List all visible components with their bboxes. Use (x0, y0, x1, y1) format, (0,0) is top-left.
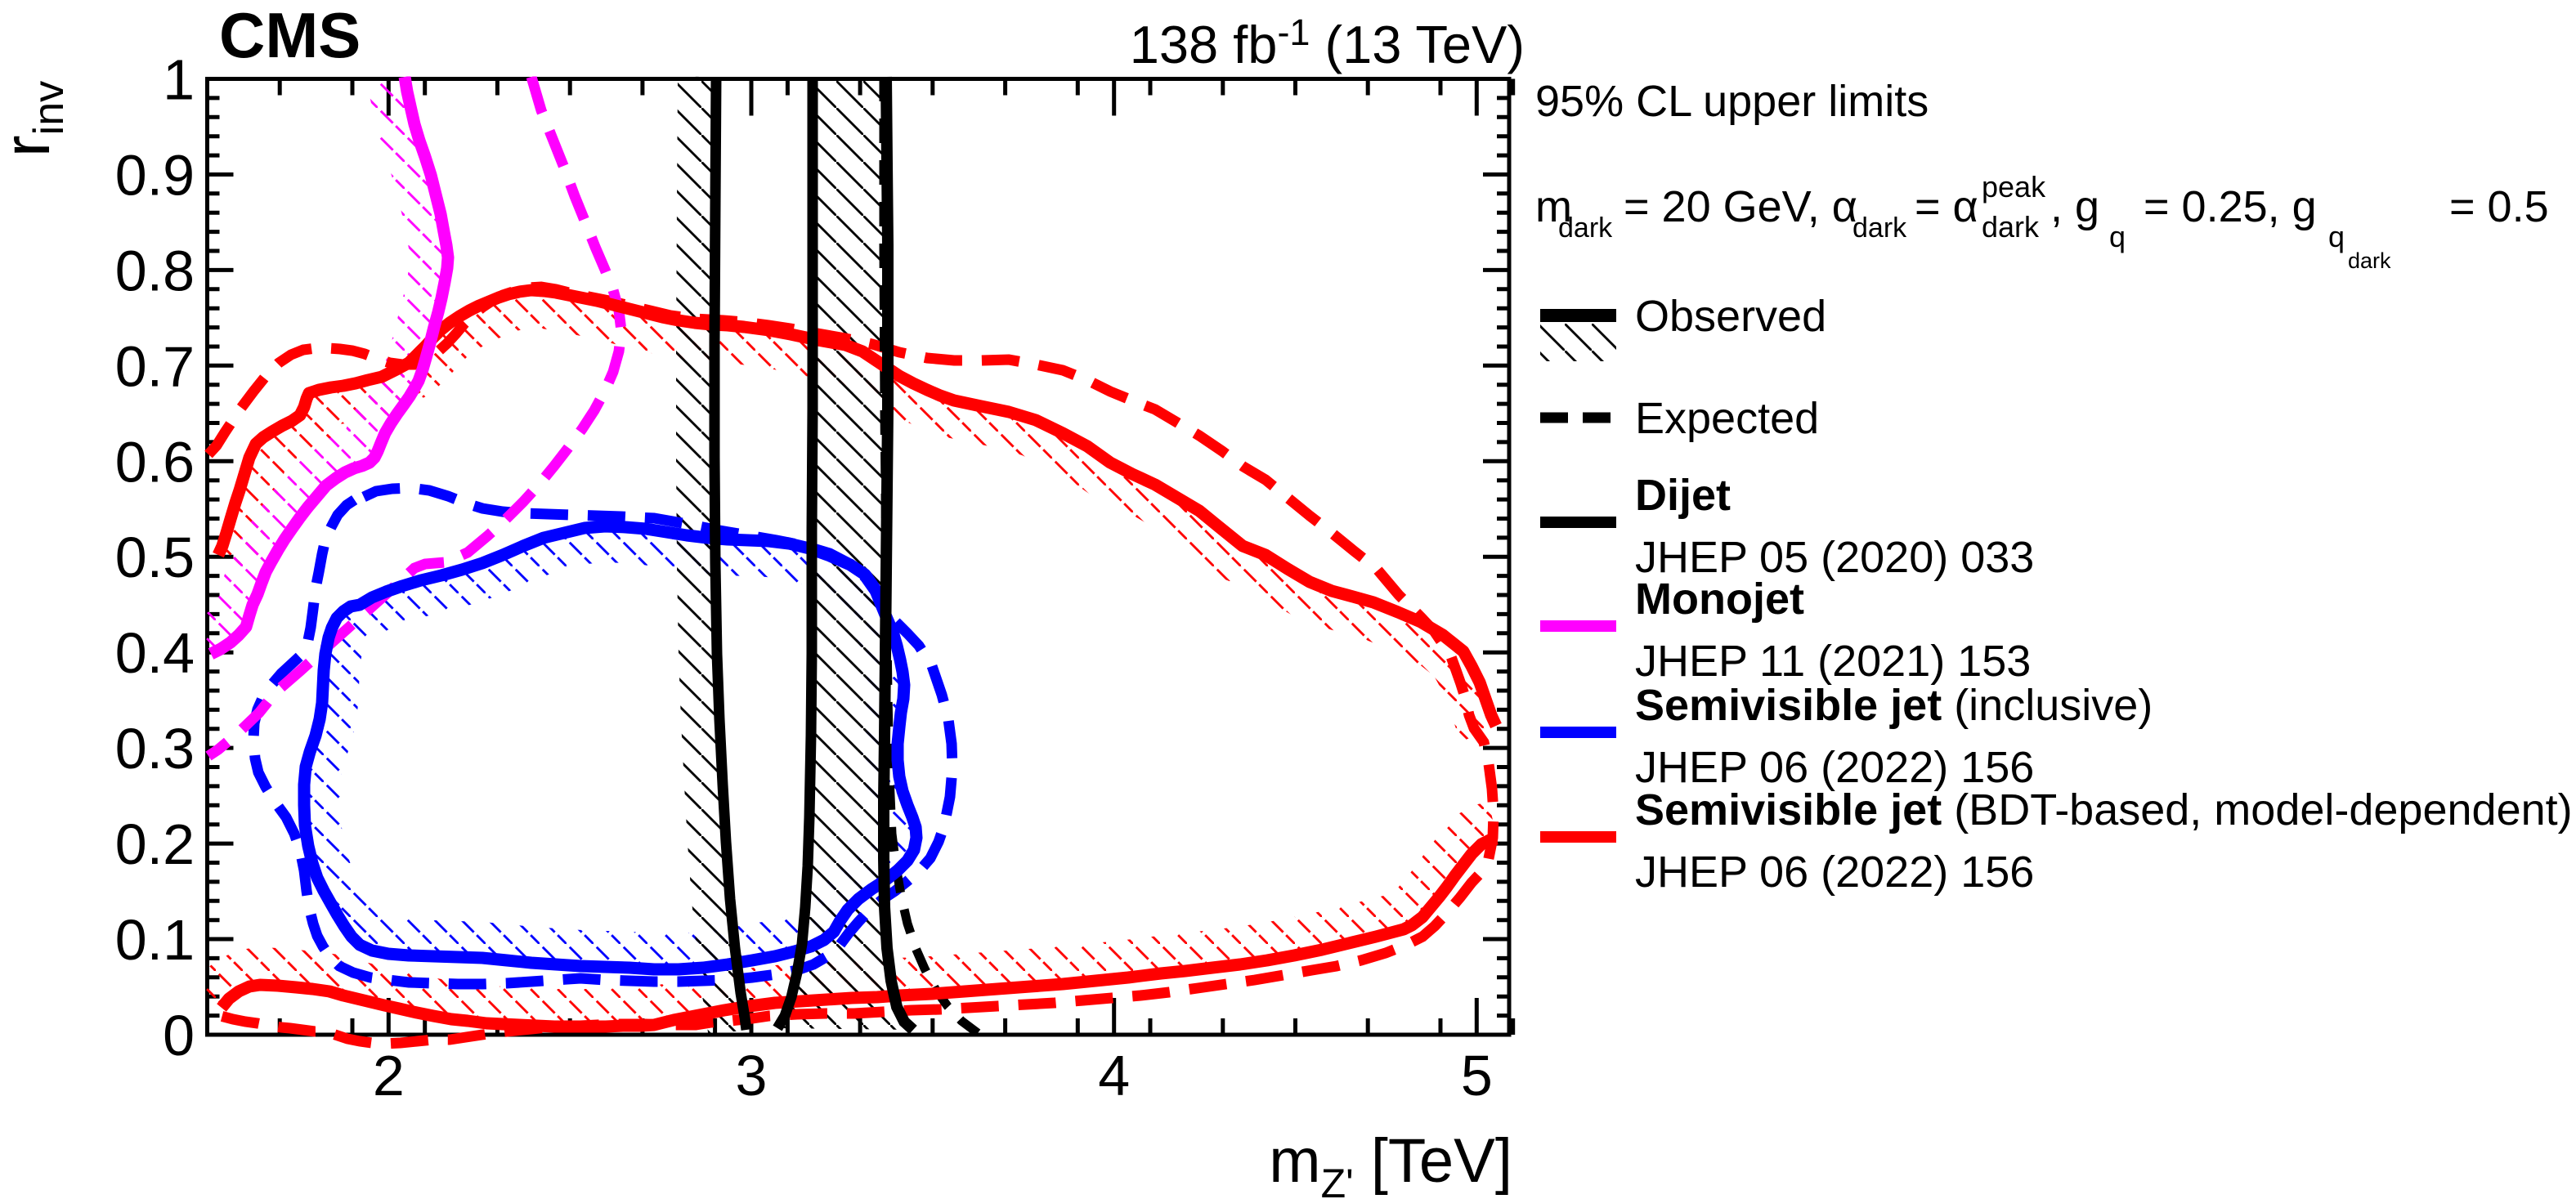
svg-text:0: 0 (163, 1004, 195, 1067)
svg-text:m: m (1535, 182, 1572, 231)
svg-text:= 0.25, g: = 0.25, g (2144, 182, 2317, 231)
svg-text:JHEP 11 (2021) 153: JHEP 11 (2021) 153 (1635, 637, 2031, 686)
svg-text:= 20 GeV, α: = 20 GeV, α (1624, 182, 1857, 231)
svg-text:mZ' [TeV]: mZ' [TeV] (1269, 1126, 1512, 1199)
svg-text:0.7: 0.7 (115, 334, 195, 398)
svg-text:2: 2 (373, 1044, 405, 1107)
svg-text:0.6: 0.6 (115, 430, 195, 494)
svg-text:5: 5 (1461, 1044, 1493, 1107)
svg-text:peak: peak (1982, 170, 2046, 204)
svg-text:JHEP 06 (2022) 156: JHEP 06 (2022) 156 (1635, 743, 2034, 792)
svg-text:0.3: 0.3 (115, 717, 195, 781)
svg-text:0.8: 0.8 (115, 239, 195, 302)
svg-text:, g: , g (2050, 182, 2099, 231)
svg-text:0.4: 0.4 (115, 621, 195, 685)
svg-text:q: q (2109, 220, 2126, 253)
svg-text:dark: dark (1852, 213, 1907, 244)
svg-text:138 fb-1 (13 TeV): 138 fb-1 (13 TeV) (1130, 11, 1525, 74)
svg-text:q: q (2328, 220, 2345, 253)
svg-text:Observed: Observed (1635, 292, 1826, 341)
svg-text:95% CL upper limits: 95% CL upper limits (1535, 77, 1929, 126)
svg-text:4: 4 (1098, 1044, 1130, 1107)
svg-text:Semivisible jet (inclusive): Semivisible jet (inclusive) (1635, 681, 2153, 730)
svg-text:Dijet: Dijet (1635, 471, 1731, 520)
svg-text:Semivisible jet (BDT-based, mo: Semivisible jet (BDT-based, model-depend… (1635, 785, 2573, 834)
svg-text:Monojet: Monojet (1635, 575, 1804, 624)
svg-text:= 0.5: = 0.5 (2449, 182, 2549, 231)
svg-text:JHEP 05 (2020) 033: JHEP 05 (2020) 033 (1635, 533, 2034, 582)
svg-text:0.9: 0.9 (115, 144, 195, 208)
svg-text:0.2: 0.2 (115, 812, 195, 876)
svg-text:dark: dark (1558, 213, 1613, 244)
svg-text:Expected: Expected (1635, 394, 1819, 443)
svg-text:3: 3 (736, 1044, 768, 1107)
svg-text:dark: dark (2348, 248, 2391, 273)
svg-text:CMS: CMS (219, 0, 361, 71)
svg-text:0.5: 0.5 (115, 526, 195, 589)
svg-text:1: 1 (163, 48, 195, 112)
svg-text:0.1: 0.1 (115, 908, 195, 972)
svg-text:dark: dark (1982, 210, 2040, 244)
svg-text:JHEP 06 (2022) 156: JHEP 06 (2022) 156 (1635, 848, 2034, 897)
svg-text:= α: = α (1915, 182, 1978, 231)
